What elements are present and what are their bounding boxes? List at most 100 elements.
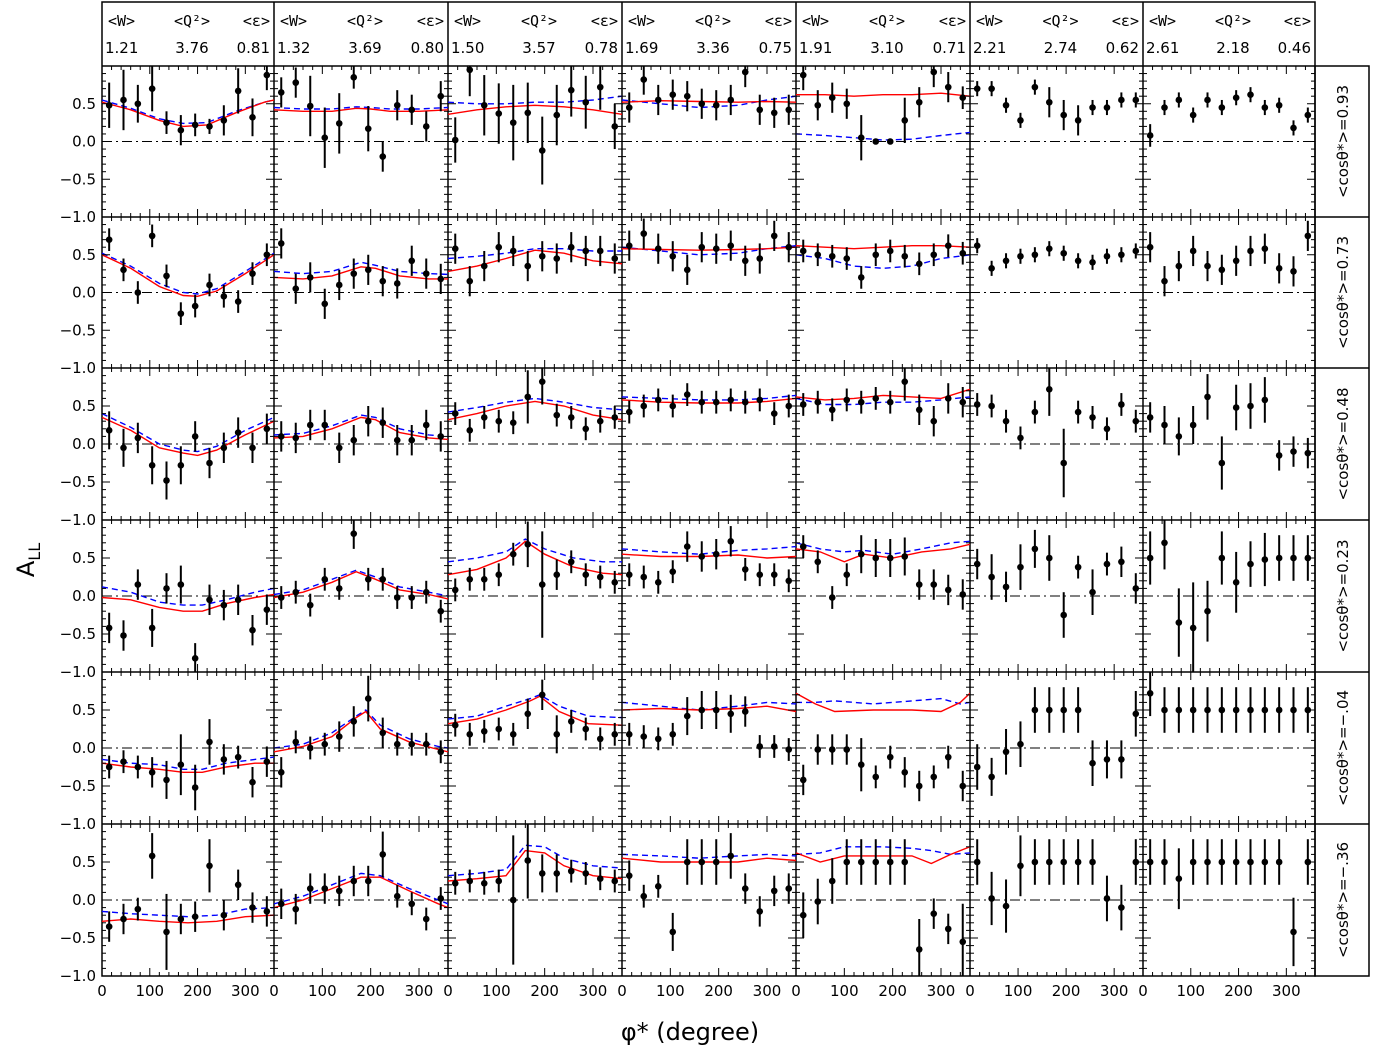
data-point	[466, 877, 474, 885]
data-point	[886, 858, 894, 866]
panel	[274, 675, 448, 788]
data-point	[596, 417, 604, 425]
header-label: <W>	[280, 12, 307, 30]
row-label: <cosθ*>=0.23	[1334, 539, 1352, 652]
data-point	[134, 434, 142, 442]
data-point	[364, 266, 372, 274]
data-point	[1161, 539, 1168, 547]
data-point	[480, 262, 488, 270]
header-value: 2.18	[1216, 39, 1249, 57]
data-point	[582, 98, 590, 106]
model-dashed-line	[274, 569, 448, 597]
data-point	[350, 530, 358, 537]
data-point	[1132, 96, 1140, 104]
data-point	[741, 885, 749, 892]
x-tick-label: 200	[356, 982, 385, 1000]
data-point	[654, 735, 662, 743]
data-point	[466, 277, 474, 285]
data-point	[727, 710, 735, 718]
model-solid-line	[796, 692, 970, 713]
data-point	[206, 123, 213, 130]
model-solid-line	[622, 99, 796, 103]
data-point	[582, 571, 590, 579]
data-point	[1175, 433, 1183, 440]
data-point	[654, 396, 662, 404]
data-point	[148, 624, 156, 632]
data-point	[191, 655, 199, 662]
data-point	[683, 858, 691, 866]
model-solid-line	[622, 553, 796, 559]
data-point	[437, 433, 445, 440]
y-tick-label: −1.0	[60, 663, 96, 681]
data-point	[220, 911, 228, 919]
data-point	[915, 406, 923, 414]
y-tick-label: −0.5	[60, 777, 96, 795]
data-point	[1189, 624, 1197, 632]
panel	[448, 232, 622, 297]
data-point	[944, 586, 952, 594]
data-point	[944, 925, 952, 933]
data-point	[640, 230, 648, 237]
data-point	[1218, 858, 1226, 866]
data-point	[524, 710, 532, 718]
data-point	[422, 270, 430, 277]
data-point	[437, 92, 445, 100]
model-solid-line	[622, 857, 796, 863]
data-point	[148, 85, 156, 92]
data-point	[524, 393, 532, 401]
data-point	[1002, 748, 1010, 756]
data-point	[1204, 393, 1211, 401]
panel	[274, 831, 448, 931]
data-point	[249, 270, 256, 277]
y-tick-label: −1.0	[60, 815, 96, 833]
x-tick-label: 300	[579, 982, 608, 1000]
plot-data	[102, 66, 1315, 976]
data-point	[1031, 706, 1039, 714]
data-point	[857, 761, 865, 769]
data-point	[959, 249, 967, 257]
data-point	[451, 879, 459, 887]
x-tick-label: 100	[1004, 982, 1033, 1000]
data-point	[335, 733, 343, 740]
data-point	[206, 459, 213, 467]
data-point	[495, 725, 503, 733]
model-solid-line	[102, 99, 274, 128]
data-point	[1261, 396, 1269, 404]
model-solid-line	[448, 104, 622, 115]
model-solid-line	[796, 388, 970, 401]
data-point	[163, 477, 170, 484]
data-point	[553, 870, 561, 877]
data-point	[654, 579, 662, 586]
data-point	[1161, 421, 1168, 429]
model-dashed-line	[448, 844, 622, 877]
data-point	[1002, 417, 1010, 425]
data-point	[364, 695, 372, 702]
model-dashed-line	[796, 131, 970, 141]
data-point	[770, 232, 778, 240]
data-point	[553, 255, 561, 262]
data-point	[422, 740, 430, 748]
data-point	[1218, 266, 1226, 274]
data-point	[1204, 858, 1211, 866]
data-point	[1232, 706, 1240, 714]
data-point	[105, 427, 113, 434]
x-tick-label: 100	[482, 982, 511, 1000]
y-tick-label: 0.0	[72, 435, 96, 453]
data-point	[596, 83, 604, 91]
model-dashed-line	[796, 254, 970, 270]
data-point	[959, 591, 967, 598]
data-point	[524, 857, 532, 864]
data-point	[524, 109, 532, 117]
data-point	[698, 398, 706, 406]
data-point	[828, 746, 836, 753]
data-point	[930, 417, 938, 425]
data-point	[1247, 560, 1254, 568]
data-point	[828, 252, 836, 260]
panel	[622, 66, 796, 142]
data-point	[625, 242, 633, 249]
data-point	[1031, 408, 1039, 416]
data-point	[1261, 706, 1269, 714]
data-point	[1002, 101, 1010, 109]
data-point	[134, 581, 142, 588]
data-point	[451, 721, 459, 729]
